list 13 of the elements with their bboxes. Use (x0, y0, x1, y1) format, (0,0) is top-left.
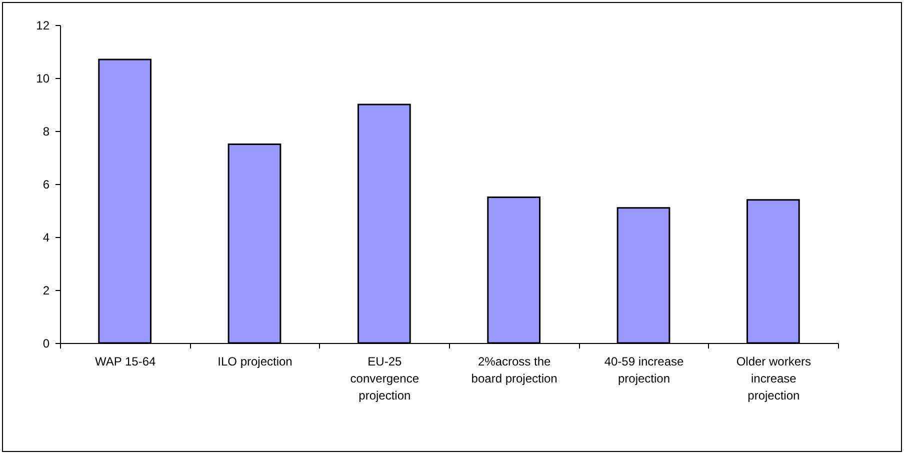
y-tick-label: 10 (36, 72, 50, 86)
x-tick-label: ILO projection (218, 354, 292, 368)
y-tick-label: 12 (36, 18, 50, 32)
y-tick-label: 6 (42, 178, 50, 192)
x-tick-label: Older workers increase projection (736, 354, 812, 402)
y-tick-label: 8 (42, 124, 50, 138)
x-tick-label: WAP 15-64 (94, 354, 156, 368)
x-tick-label: EU-25 convergence projection (350, 354, 420, 402)
y-tick-label: 2 (42, 284, 50, 298)
x-tick-label: 40-59 increase projection (604, 354, 684, 386)
y-tick-label: 4 (42, 230, 50, 244)
x-tick-label: 2%across the board projection (471, 354, 558, 386)
y-tick-label: 0 (42, 336, 50, 350)
